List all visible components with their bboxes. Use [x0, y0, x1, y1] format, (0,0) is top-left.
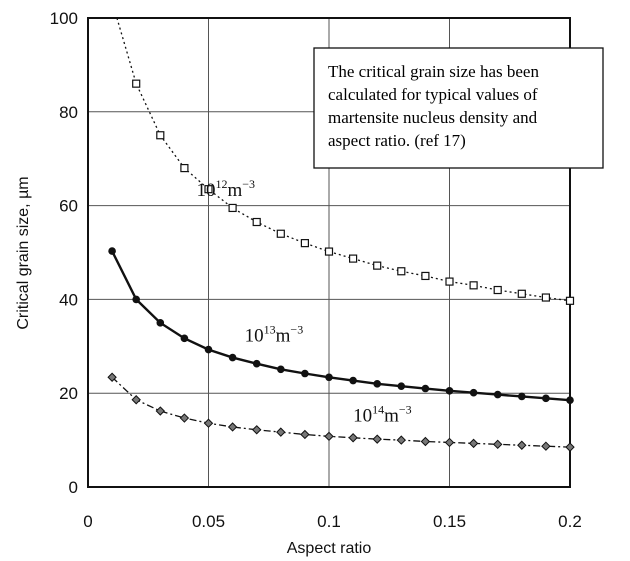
data-point [469, 388, 478, 397]
data-point [397, 382, 406, 390]
data-point [300, 429, 310, 440]
series-13-label: 1013m−3 [245, 323, 304, 347]
data-point [132, 79, 141, 88]
data-point [179, 413, 190, 423]
data-point [469, 281, 478, 290]
annotation-box: The critical grain size has been calcula… [313, 47, 604, 169]
data-point [203, 418, 214, 428]
data-point [541, 293, 551, 302]
series-12 [116, 17, 575, 305]
data-point [566, 396, 574, 405]
x-axis-label: Aspect ratio [287, 540, 372, 557]
data-point [156, 131, 165, 140]
annotation-line-3: martensite nucleus density and [328, 108, 538, 127]
data-point [301, 369, 309, 378]
annotation-line-4: aspect ratio. (ref 17) [328, 131, 466, 150]
data-point [542, 394, 550, 403]
series-14 [107, 372, 575, 452]
series-labels: 1012m−3 1013m−3 1014m−3 [196, 177, 411, 426]
data-point [252, 359, 261, 368]
data-point [493, 390, 502, 399]
x-tick-label: 0.15 [433, 512, 466, 531]
plot-frame [87, 17, 571, 488]
data-point [565, 296, 575, 305]
data-point [131, 395, 141, 405]
y-tick-label: 100 [50, 9, 78, 28]
x-tick-label: 0.05 [192, 512, 225, 531]
data-point [180, 163, 189, 173]
data-point [468, 438, 479, 449]
data-point [276, 229, 285, 238]
x-tick-label: 0.1 [317, 512, 341, 531]
data-point [325, 373, 333, 382]
data-point [541, 441, 551, 451]
data-point [251, 425, 262, 435]
data-point [132, 295, 140, 304]
series-14-line [111, 376, 571, 448]
data-point [228, 203, 237, 213]
data-point [565, 442, 575, 452]
data-point [444, 437, 455, 448]
y-axis-ticks: 0 20 40 60 80 100 [50, 9, 78, 497]
data-point [518, 392, 526, 401]
data-point [372, 434, 382, 444]
x-tick-label: 0.2 [558, 512, 582, 531]
y-axis-label: Critical grain size, µm [15, 176, 32, 329]
data-point [396, 435, 407, 445]
data-point [445, 277, 454, 286]
data-point [445, 387, 454, 395]
y-tick-label: 0 [69, 478, 78, 497]
data-point [107, 372, 117, 382]
y-tick-label: 20 [59, 384, 78, 403]
annotation-line-2: calculated for typical values of [328, 85, 538, 104]
y-tick-label: 40 [59, 290, 78, 309]
x-tick-label: 0 [83, 512, 92, 531]
series-12-label: 1012m−3 [196, 177, 255, 201]
data-point [517, 289, 526, 298]
data-point [420, 436, 431, 447]
series-layer [107, 17, 575, 452]
data-point [373, 261, 382, 270]
x-axis-ticks: 0 0.05 0.1 0.15 0.2 [83, 512, 582, 531]
data-point [228, 353, 237, 362]
data-point [252, 217, 261, 227]
data-point [204, 345, 213, 354]
data-point [349, 376, 357, 385]
data-point [300, 239, 309, 248]
data-point [421, 271, 430, 281]
data-point [492, 439, 503, 450]
annotation-line-1: The critical grain size has been [328, 62, 539, 81]
data-point [204, 185, 213, 194]
data-point [324, 247, 334, 256]
y-tick-label: 80 [59, 103, 78, 122]
series-14-label: 1014m−3 [353, 402, 412, 426]
data-point [276, 427, 286, 437]
data-point [397, 267, 406, 276]
data-point [277, 365, 285, 374]
annotation-rect [313, 47, 604, 169]
data-point [349, 254, 358, 263]
data-point [227, 422, 238, 432]
series-13-line [111, 250, 571, 402]
data-point [155, 406, 166, 416]
data-point [517, 440, 527, 450]
data-point [421, 384, 430, 393]
data-point [108, 247, 116, 255]
data-point [180, 334, 189, 343]
data-point [348, 433, 358, 443]
y-tick-label: 60 [59, 197, 78, 216]
data-point [493, 285, 502, 295]
series-13 [108, 247, 574, 405]
data-point [324, 431, 334, 442]
data-point [156, 319, 165, 327]
data-point [373, 380, 382, 388]
